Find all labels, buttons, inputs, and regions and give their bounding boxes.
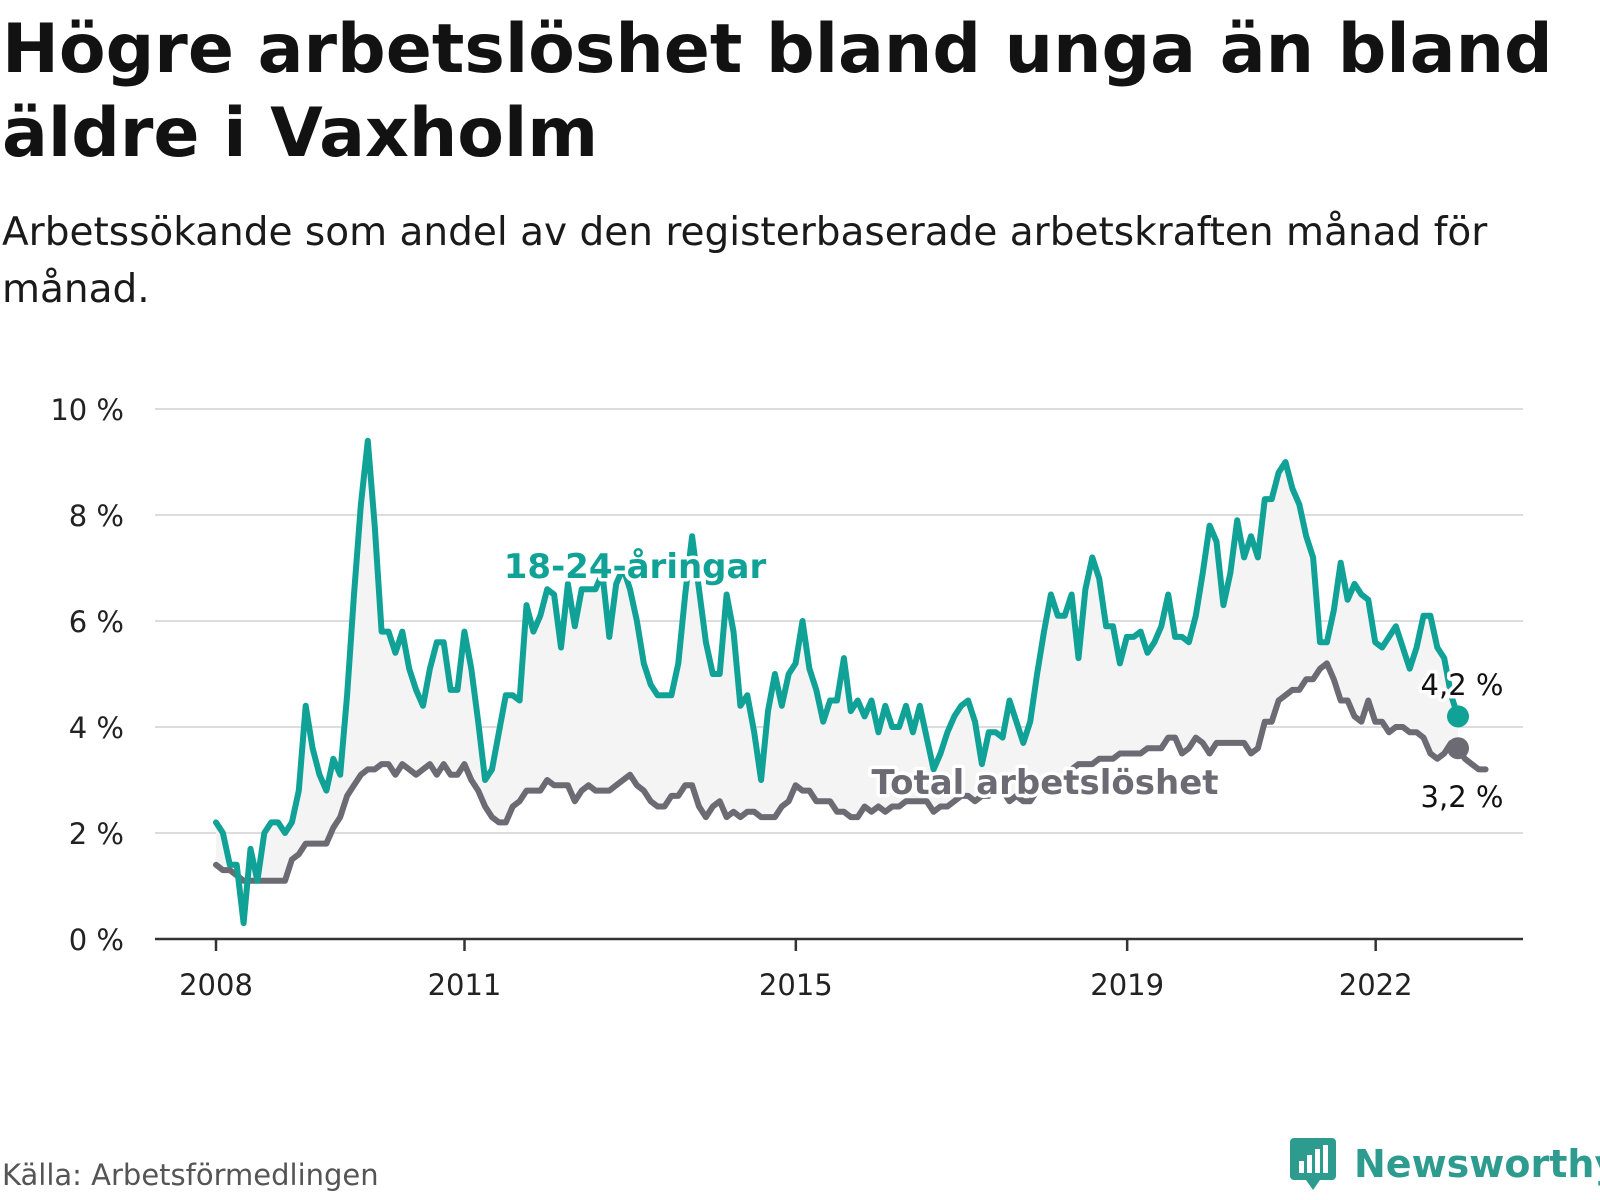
- end-point-youth: [1447, 705, 1469, 728]
- x-tick-label: 2008: [179, 968, 253, 1002]
- y-tick-label: 2 %: [69, 817, 124, 851]
- end-label-total-halo: 3,2 %: [1421, 780, 1504, 814]
- series-line-total: [213, 660, 1489, 884]
- newsworthy-logo-icon: [1290, 1138, 1336, 1190]
- series-label-youth-halo: 18-24-åringar: [504, 547, 767, 587]
- end-point-total: [1447, 737, 1469, 760]
- brand-logo: Newsworthy: [1290, 1138, 1600, 1190]
- chart-subtitle: Arbetssökande som andel av den registerb…: [2, 210, 1488, 312]
- y-tick-label: 0 %: [69, 923, 124, 957]
- x-tick-label: 2019: [1090, 968, 1164, 1002]
- page-title: Högre arbetslöshet bland unga än bland ä…: [2, 10, 1553, 173]
- series-layer: [213, 437, 1489, 927]
- end-label-youth: 4,2 %: [1421, 668, 1504, 702]
- series-line-youth: [213, 437, 1461, 927]
- series-label-youth: 18-24-åringar: [504, 547, 767, 587]
- brand-name: Newsworthy: [1354, 1142, 1600, 1186]
- end-label-youth-halo: 4,2 %: [1421, 668, 1504, 702]
- end-label-total: 3,2 %: [1421, 780, 1504, 814]
- x-tick-label: 2011: [428, 968, 502, 1002]
- y-tick-label: 8 %: [69, 499, 124, 533]
- y-tick-label: 4 %: [69, 711, 124, 745]
- x-tick-label: 2015: [759, 968, 833, 1002]
- x-tick-label: 2022: [1339, 968, 1413, 1002]
- series-label-total-halo: Total arbetslöshet: [871, 763, 1218, 803]
- gap-band: [216, 440, 1458, 924]
- series-label-total: Total arbetslöshet: [871, 763, 1218, 803]
- y-tick-label: 10 %: [50, 393, 124, 427]
- line-chart: 0 % 2 % 4 % 6 % 8 % 10 % 2008 2011 2015 2019 2022…: [50, 393, 1523, 1002]
- y-tick-label: 6 %: [69, 605, 124, 639]
- source-note: Källa: Arbetsförmedlingen: [2, 1158, 379, 1192]
- axis-layer: 2008 2011 2015 2019 2022: [155, 937, 1523, 1002]
